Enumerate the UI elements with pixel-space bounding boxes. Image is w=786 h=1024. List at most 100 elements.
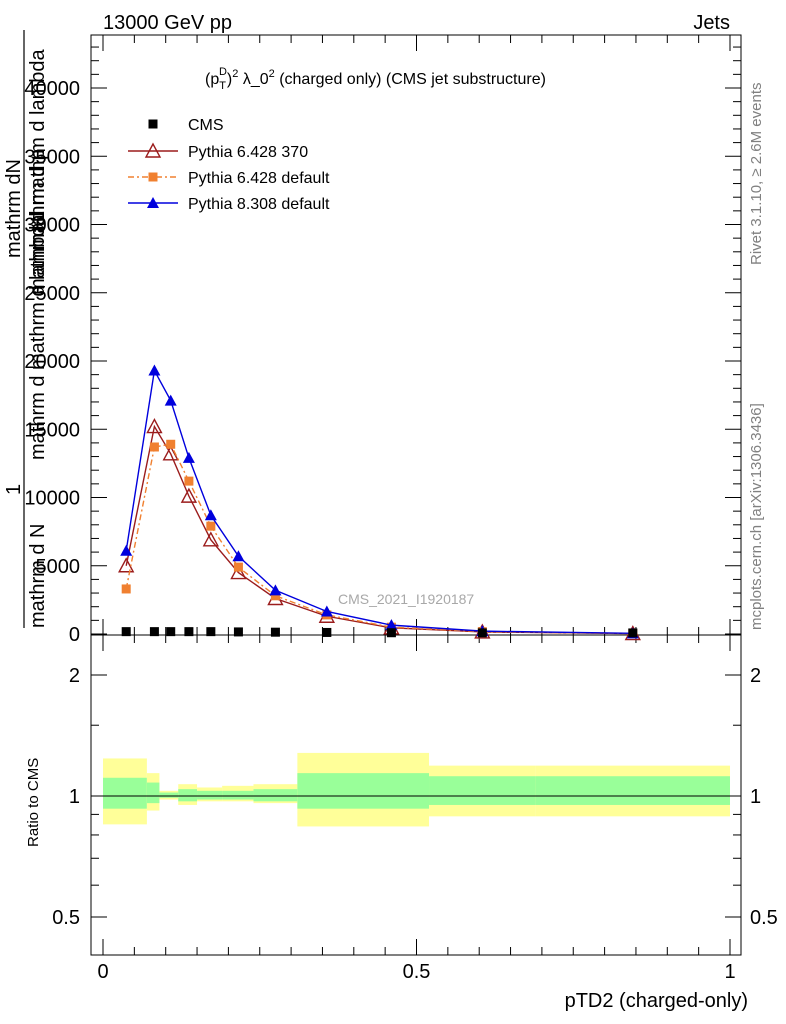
ratio-axis-ticks: 0.5 0.5 1 1 2 2 [52, 665, 778, 929]
mcplots-label: mcplots.cern.ch [arXiv:1306.3436] [748, 403, 765, 630]
data-point [233, 562, 243, 572]
ratio-band-green [103, 777, 147, 809]
data-point [206, 627, 216, 637]
ratio-tick-label-left: 0.5 [52, 907, 80, 929]
data-point [322, 627, 332, 637]
data-point [269, 584, 282, 596]
data-point [628, 628, 638, 638]
legend-label: CMS [188, 117, 224, 134]
data-point [146, 418, 163, 434]
ratio-y-label: Ratio to CMS [25, 758, 42, 847]
data-point [270, 591, 280, 601]
ratio-band-green [146, 782, 160, 804]
title-lambda: λ_0 [238, 71, 268, 88]
data-point [148, 364, 161, 376]
y-label-numerator: mathrm dN [3, 159, 25, 258]
chart-title: (pTD)2 λ_02 (charged only) (CMS jet subs… [205, 66, 546, 92]
legend: CMS Pythia 6.428 370 Pythia 6.428 default P… [128, 117, 330, 213]
y-tick-label: 30000 [24, 215, 80, 237]
y-label-den-2: mathrm d mathrm d lambda [27, 48, 49, 295]
ratio-tick-label-right: 0.5 [750, 907, 778, 929]
y-label-one: 1 [3, 484, 25, 495]
x-tick-label: 1 [724, 961, 735, 983]
data-point [386, 628, 396, 638]
data-point [180, 487, 198, 503]
y-label-den-1: mathrm d p [27, 149, 49, 250]
legend-label: Pythia 6.428 default [188, 170, 330, 187]
data-point [182, 451, 195, 463]
y-tick-label: 40000 [24, 78, 80, 100]
data-point [204, 509, 217, 521]
y-axis-label: mathrm dN mathrm d p mathrm d mathrm d l… [3, 30, 49, 628]
data-point [164, 394, 177, 406]
data-point [233, 627, 243, 637]
y-tick-label: 15000 [24, 419, 80, 441]
ratio-band-green [429, 776, 536, 805]
x-tick-label: 0.5 [403, 961, 431, 983]
ratio-band-green [178, 789, 198, 802]
y-tick-label: 0 [69, 624, 80, 646]
title-sq: 2 [232, 68, 238, 80]
header-right: Jets [693, 12, 730, 34]
ratio-band-green [197, 790, 223, 800]
y-label-den-3: mathrm d N [27, 524, 49, 628]
y-tick-label: 10000 [24, 488, 80, 510]
analysis-watermark: CMS_2021_I1920187 [338, 591, 474, 607]
title-close: ) [227, 71, 232, 88]
title-sub: T [219, 80, 226, 92]
ratio-tick-label-left: 1 [69, 786, 80, 808]
data-point [477, 628, 487, 638]
data-point [184, 476, 194, 486]
ratio-band-green [222, 790, 254, 800]
data-point [118, 557, 135, 573]
title-rest: (charged only) (CMS jet substructure) [275, 71, 546, 88]
y-tick-label: 5000 [36, 556, 81, 578]
data-point [120, 544, 133, 556]
title-open: (p [205, 71, 219, 88]
ratio-tick-label-right: 1 [750, 786, 761, 808]
x-axis-label: pTD2 (charged-only) [565, 990, 748, 1012]
data-point [202, 531, 220, 547]
data-point [206, 521, 216, 531]
data-point [162, 445, 179, 461]
data-point [149, 627, 159, 637]
y-label-den-4: mathrm d mathrm d lambda [27, 213, 49, 460]
x-tick-label: 0 [97, 961, 108, 983]
y-tick-label: 20000 [24, 351, 80, 373]
series-pythia-6-428-default [121, 439, 638, 638]
data-point [232, 550, 245, 562]
ratio-band-green [535, 776, 730, 805]
title-sup: D [219, 66, 227, 78]
legend-label: Pythia 8.308 default [188, 196, 330, 213]
legend-marker [148, 172, 158, 182]
main-axis-ticks: 0 5000 10000 15000 20000 25000 30000 35000 40000… [24, 35, 741, 983]
ratio-uncertainty-bands [103, 752, 730, 827]
title-sq2: 2 [269, 68, 275, 80]
legend-marker [144, 142, 162, 158]
series-layer [118, 364, 641, 641]
ratio-band-green [253, 789, 298, 802]
ratio-tick-label-left: 2 [69, 665, 80, 687]
data-point [230, 564, 247, 580]
ratio-band-green [159, 792, 179, 798]
data-point [184, 627, 194, 637]
y-tick-label: 25000 [24, 283, 80, 305]
series-cms [121, 627, 638, 638]
legend-label: Pythia 6.428 370 [188, 144, 308, 161]
data-point [166, 439, 176, 449]
rivet-label: Rivet 3.1.10, ≥ 2.6M events [748, 83, 765, 266]
data-point [320, 605, 333, 617]
y-tick-label: 35000 [24, 146, 80, 168]
series-line [125, 443, 633, 635]
data-point [121, 627, 131, 637]
legend-marker [147, 197, 159, 208]
legend-marker [148, 119, 158, 129]
data-point [385, 619, 398, 631]
ratio-tick-label-right: 2 [750, 665, 761, 687]
ratio-band-green [297, 773, 430, 809]
header-left: 13000 GeV pp [103, 12, 232, 34]
data-point [166, 627, 176, 637]
data-point [149, 442, 159, 452]
data-point [270, 627, 280, 637]
